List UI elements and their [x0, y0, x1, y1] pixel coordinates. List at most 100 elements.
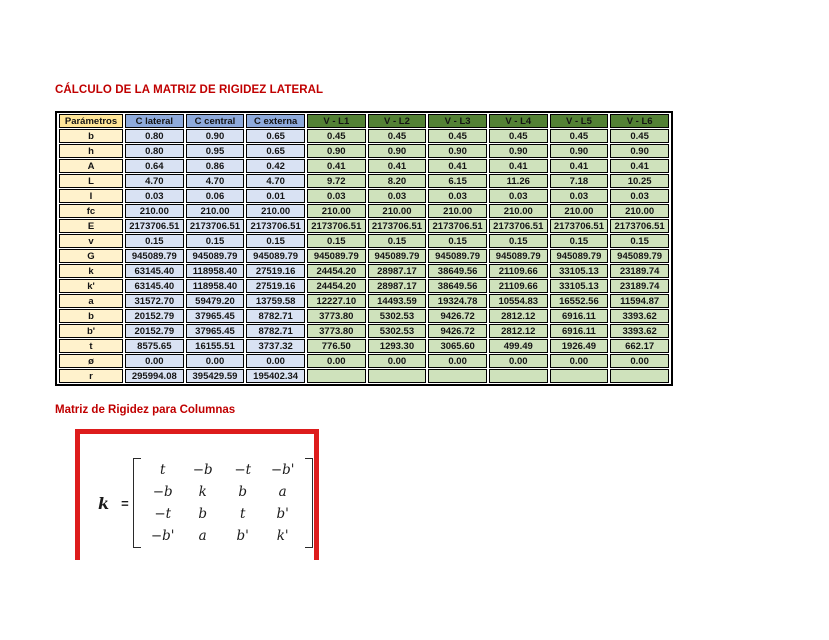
value-cell[interactable]: 0.90 — [610, 144, 669, 158]
value-cell[interactable]: 2173706.51 — [428, 219, 487, 233]
value-cell[interactable]: 3773.80 — [306, 324, 366, 338]
value-cell[interactable] — [367, 369, 427, 383]
value-cell[interactable]: 24454.20 — [306, 264, 366, 278]
value-cell[interactable]: 59479.20 — [185, 294, 245, 308]
value-cell[interactable]: 945089.79 — [549, 249, 609, 263]
value-cell[interactable]: 2173706.51 — [246, 219, 305, 233]
value-cell[interactable]: 0.00 — [549, 354, 609, 368]
value-cell[interactable]: 0.00 — [428, 354, 487, 368]
value-cell[interactable]: 28987.17 — [367, 264, 427, 278]
value-cell[interactable]: 16552.56 — [549, 294, 609, 308]
row-label-cell[interactable]: b' — [59, 324, 123, 338]
value-cell[interactable]: 0.00 — [610, 354, 669, 368]
value-cell[interactable]: 2173706.51 — [306, 219, 366, 233]
value-cell[interactable] — [428, 369, 487, 383]
value-cell[interactable]: 945089.79 — [185, 249, 245, 263]
value-cell[interactable]: 21109.66 — [488, 279, 548, 293]
value-cell[interactable]: 0.03 — [125, 189, 184, 203]
column-header[interactable]: V - L1 — [306, 114, 366, 128]
value-cell[interactable]: 0.45 — [306, 129, 366, 143]
value-cell[interactable]: 0.03 — [306, 189, 366, 203]
value-cell[interactable]: 38649.56 — [428, 264, 487, 278]
value-cell[interactable]: 0.45 — [428, 129, 487, 143]
value-cell[interactable]: 210.00 — [125, 204, 184, 218]
value-cell[interactable]: 3065.60 — [428, 339, 487, 353]
value-cell[interactable]: 7.18 — [549, 174, 609, 188]
value-cell[interactable]: 945089.79 — [125, 249, 184, 263]
value-cell[interactable]: 0.41 — [306, 159, 366, 173]
value-cell[interactable]: 2173706.51 — [367, 219, 427, 233]
value-cell[interactable]: 4.70 — [185, 174, 245, 188]
value-cell[interactable]: 210.00 — [306, 204, 366, 218]
value-cell[interactable]: 0.15 — [246, 234, 305, 248]
value-cell[interactable]: 0.95 — [185, 144, 245, 158]
value-cell[interactable]: 2173706.51 — [610, 219, 669, 233]
value-cell[interactable]: 210.00 — [367, 204, 427, 218]
value-cell[interactable]: 1926.49 — [549, 339, 609, 353]
value-cell[interactable]: 0.90 — [488, 144, 548, 158]
value-cell[interactable]: 0.80 — [125, 129, 184, 143]
value-cell[interactable]: 0.42 — [246, 159, 305, 173]
value-cell[interactable]: 118958.40 — [185, 264, 245, 278]
value-cell[interactable]: 0.03 — [549, 189, 609, 203]
value-cell[interactable]: 210.00 — [428, 204, 487, 218]
value-cell[interactable]: 0.15 — [428, 234, 487, 248]
value-cell[interactable]: 1293.30 — [367, 339, 427, 353]
row-label-cell[interactable]: G — [59, 249, 123, 263]
value-cell[interactable]: 13759.58 — [246, 294, 305, 308]
value-cell[interactable]: 0.01 — [246, 189, 305, 203]
value-cell[interactable]: 8782.71 — [246, 324, 305, 338]
value-cell[interactable]: 8782.71 — [246, 309, 305, 323]
value-cell[interactable]: 395429.59 — [185, 369, 245, 383]
value-cell[interactable]: 0.41 — [367, 159, 427, 173]
row-label-cell[interactable]: h — [59, 144, 123, 158]
value-cell[interactable]: 4.70 — [246, 174, 305, 188]
value-cell[interactable]: 8575.65 — [125, 339, 184, 353]
column-header[interactable]: C externa — [246, 114, 305, 128]
value-cell[interactable]: 2812.12 — [488, 309, 548, 323]
value-cell[interactable]: 0.86 — [185, 159, 245, 173]
row-label-cell[interactable]: k' — [59, 279, 123, 293]
value-cell[interactable]: 499.49 — [488, 339, 548, 353]
value-cell[interactable]: 5302.53 — [367, 309, 427, 323]
value-cell[interactable] — [488, 369, 548, 383]
row-label-cell[interactable]: L — [59, 174, 123, 188]
value-cell[interactable]: 0.15 — [367, 234, 427, 248]
row-label-cell[interactable]: b — [59, 129, 123, 143]
value-cell[interactable]: 118958.40 — [185, 279, 245, 293]
value-cell[interactable]: 33105.13 — [549, 264, 609, 278]
value-cell[interactable]: 9426.72 — [428, 324, 487, 338]
value-cell[interactable]: 33105.13 — [549, 279, 609, 293]
value-cell[interactable]: 23189.74 — [610, 279, 669, 293]
row-label-cell[interactable]: t — [59, 339, 123, 353]
column-header[interactable]: V - L2 — [367, 114, 427, 128]
value-cell[interactable]: 945089.79 — [428, 249, 487, 263]
value-cell[interactable]: 0.03 — [428, 189, 487, 203]
value-cell[interactable]: 0.90 — [185, 129, 245, 143]
value-cell[interactable]: 27519.16 — [246, 279, 305, 293]
value-cell[interactable]: 37965.45 — [185, 309, 245, 323]
value-cell[interactable]: 210.00 — [549, 204, 609, 218]
value-cell[interactable]: 0.00 — [306, 354, 366, 368]
value-cell[interactable]: 27519.16 — [246, 264, 305, 278]
row-label-cell[interactable]: A — [59, 159, 123, 173]
value-cell[interactable]: 0.90 — [306, 144, 366, 158]
value-cell[interactable]: 0.41 — [428, 159, 487, 173]
value-cell[interactable]: 9.72 — [306, 174, 366, 188]
column-header[interactable]: V - L5 — [549, 114, 609, 128]
value-cell[interactable]: 2173706.51 — [185, 219, 245, 233]
value-cell[interactable]: 12227.10 — [306, 294, 366, 308]
value-cell[interactable]: 0.45 — [367, 129, 427, 143]
value-cell[interactable]: 0.65 — [246, 129, 305, 143]
value-cell[interactable]: 2173706.51 — [549, 219, 609, 233]
column-header[interactable]: C central — [185, 114, 245, 128]
value-cell[interactable]: 3393.62 — [610, 309, 669, 323]
value-cell[interactable]: 945089.79 — [488, 249, 548, 263]
value-cell[interactable]: 662.17 — [610, 339, 669, 353]
column-header[interactable]: V - L3 — [428, 114, 487, 128]
value-cell[interactable]: 6916.11 — [549, 324, 609, 338]
value-cell[interactable]: 21109.66 — [488, 264, 548, 278]
value-cell[interactable]: 31572.70 — [125, 294, 184, 308]
value-cell[interactable]: 945089.79 — [367, 249, 427, 263]
column-header-parametros[interactable]: Parámetros — [59, 114, 123, 128]
